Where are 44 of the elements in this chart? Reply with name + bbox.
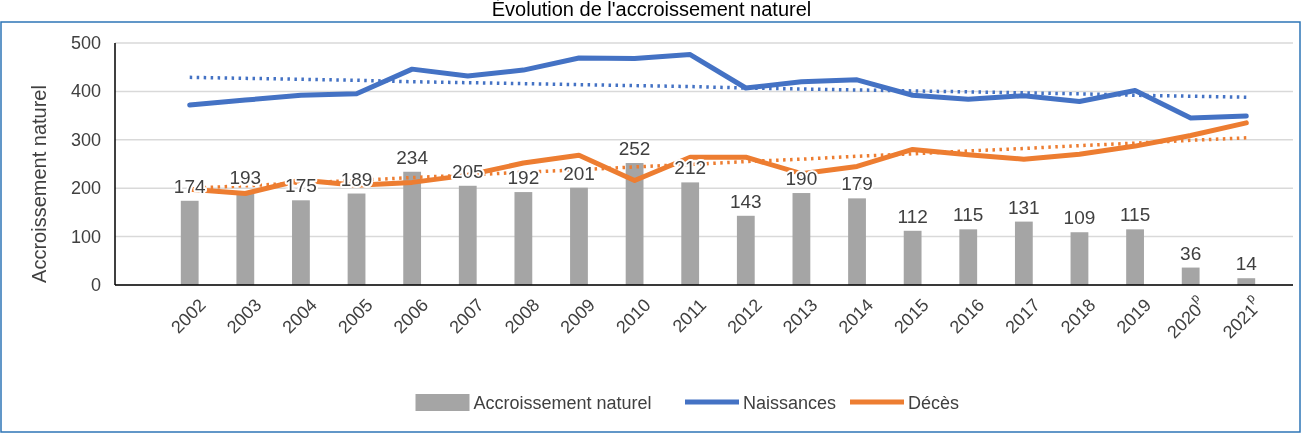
bar <box>292 200 310 285</box>
bar <box>1070 232 1089 285</box>
data-label: 36 <box>1180 242 1202 264</box>
bar <box>570 187 588 285</box>
data-label: 212 <box>674 157 707 179</box>
data-label: 143 <box>729 190 762 212</box>
data-label: 192 <box>507 167 540 189</box>
y-tick-label: 0 <box>90 275 101 295</box>
y-tick-label: 400 <box>70 81 101 102</box>
legend-label: Décès <box>908 393 960 413</box>
y-tick-label: 100 <box>70 226 101 247</box>
data-label: 252 <box>618 138 651 160</box>
bar <box>458 185 477 285</box>
y-tick-label: 200 <box>70 178 101 199</box>
data-label: 109 <box>1063 207 1096 229</box>
data-label: 112 <box>897 205 928 227</box>
y-axis-title: Accroissement naturel <box>28 85 50 283</box>
legend-label: Accroissement naturel <box>473 393 652 413</box>
bar <box>903 230 922 285</box>
bar <box>347 193 366 285</box>
bar <box>681 182 700 285</box>
y-tick-label: 500 <box>70 33 101 53</box>
legend-label: Naissances <box>743 393 837 413</box>
data-label: 14 <box>1235 253 1258 275</box>
bar <box>1014 221 1033 285</box>
bar <box>180 200 199 285</box>
y-tick-label: 300 <box>70 129 101 150</box>
bar <box>625 163 644 285</box>
data-label: 193 <box>229 166 262 188</box>
bar <box>1181 267 1200 285</box>
bar <box>236 191 255 285</box>
data-label: 179 <box>841 173 873 195</box>
data-label: 115 <box>1119 204 1151 226</box>
data-label: 201 <box>563 162 595 184</box>
bar <box>848 198 866 285</box>
bar <box>736 215 755 285</box>
data-label: 115 <box>953 204 984 226</box>
data-label: 234 <box>396 146 429 168</box>
bar <box>792 193 811 285</box>
bar <box>514 192 533 285</box>
data-label: 131 <box>1008 196 1040 218</box>
bar <box>403 171 422 285</box>
bar <box>1126 229 1144 285</box>
bar <box>959 229 978 285</box>
